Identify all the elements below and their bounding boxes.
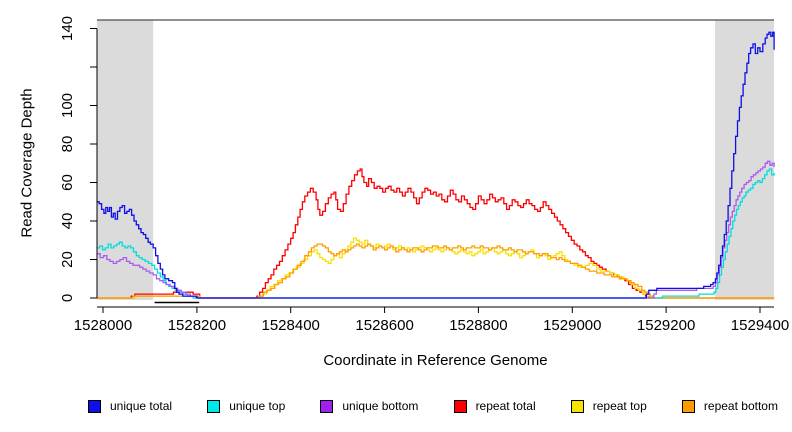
y-tick-label: 140: [59, 16, 76, 41]
x-tick-label: 1528200: [168, 317, 226, 334]
legend-item-repeat-top: repeat top: [570, 399, 647, 413]
legend-item-repeat-bottom: repeat bottom: [681, 399, 778, 413]
legend-label: repeat bottom: [703, 399, 778, 413]
x-tick-label: 1529400: [731, 317, 789, 334]
series-line-repeat-bottom: [96, 243, 775, 299]
y-tick-label: 20: [59, 251, 76, 268]
legend-swatch-repeat-total: [453, 399, 467, 413]
series-line-unique-total: [96, 31, 775, 299]
y-tick-label: 60: [59, 174, 76, 191]
legend-swatch-unique-bottom: [320, 399, 334, 413]
y-tick-label: 40: [59, 213, 76, 230]
shaded-region: [96, 20, 154, 300]
series-line-unique-bottom: [96, 160, 775, 299]
legend-label: repeat total: [475, 399, 536, 413]
y-tick-label: 80: [59, 136, 76, 153]
legend-label: repeat top: [592, 399, 647, 413]
x-tick-label: 1528400: [261, 317, 319, 334]
x-tick-label: 1529000: [543, 317, 601, 334]
y-tick-label: 100: [59, 93, 76, 118]
legend-item-repeat-total: repeat total: [453, 399, 536, 413]
coverage-chart: 1528000 1528200 1528400 1528600 1528800 15290…: [59, 16, 789, 334]
y-axis-title: Read Coverage Depth: [18, 88, 36, 238]
series-line-repeat-total: [96, 168, 775, 299]
x-tick-label: 1528800: [449, 317, 507, 334]
x-tick-label: 1529200: [637, 317, 695, 334]
legend-swatch-repeat-top: [570, 399, 584, 413]
y-tick-label: 0: [59, 294, 76, 302]
legend-label: unique top: [229, 399, 286, 413]
legend-swatch-unique-total: [88, 399, 101, 413]
legend-item-unique-total: unique total: [88, 399, 172, 413]
x-axis-title: Coordinate in Reference Genome: [323, 352, 548, 369]
x-tick-label: 1528600: [355, 317, 413, 334]
x-tick-label: 1528000: [74, 317, 132, 334]
chart-legend: unique total unique top unique bottom repea…: [88, 399, 778, 413]
legend-item-unique-bottom: unique bottom: [320, 399, 418, 413]
legend-swatch-repeat-bottom: [681, 399, 695, 413]
legend-label: unique total: [110, 399, 173, 413]
legend-swatch-unique-top: [207, 399, 221, 413]
series-line-repeat-top: [96, 237, 775, 299]
legend-item-unique-top: unique top: [207, 399, 285, 413]
shaded-region: [715, 20, 775, 300]
series-line-unique-top: [96, 168, 775, 299]
legend-label: unique bottom: [342, 399, 419, 413]
